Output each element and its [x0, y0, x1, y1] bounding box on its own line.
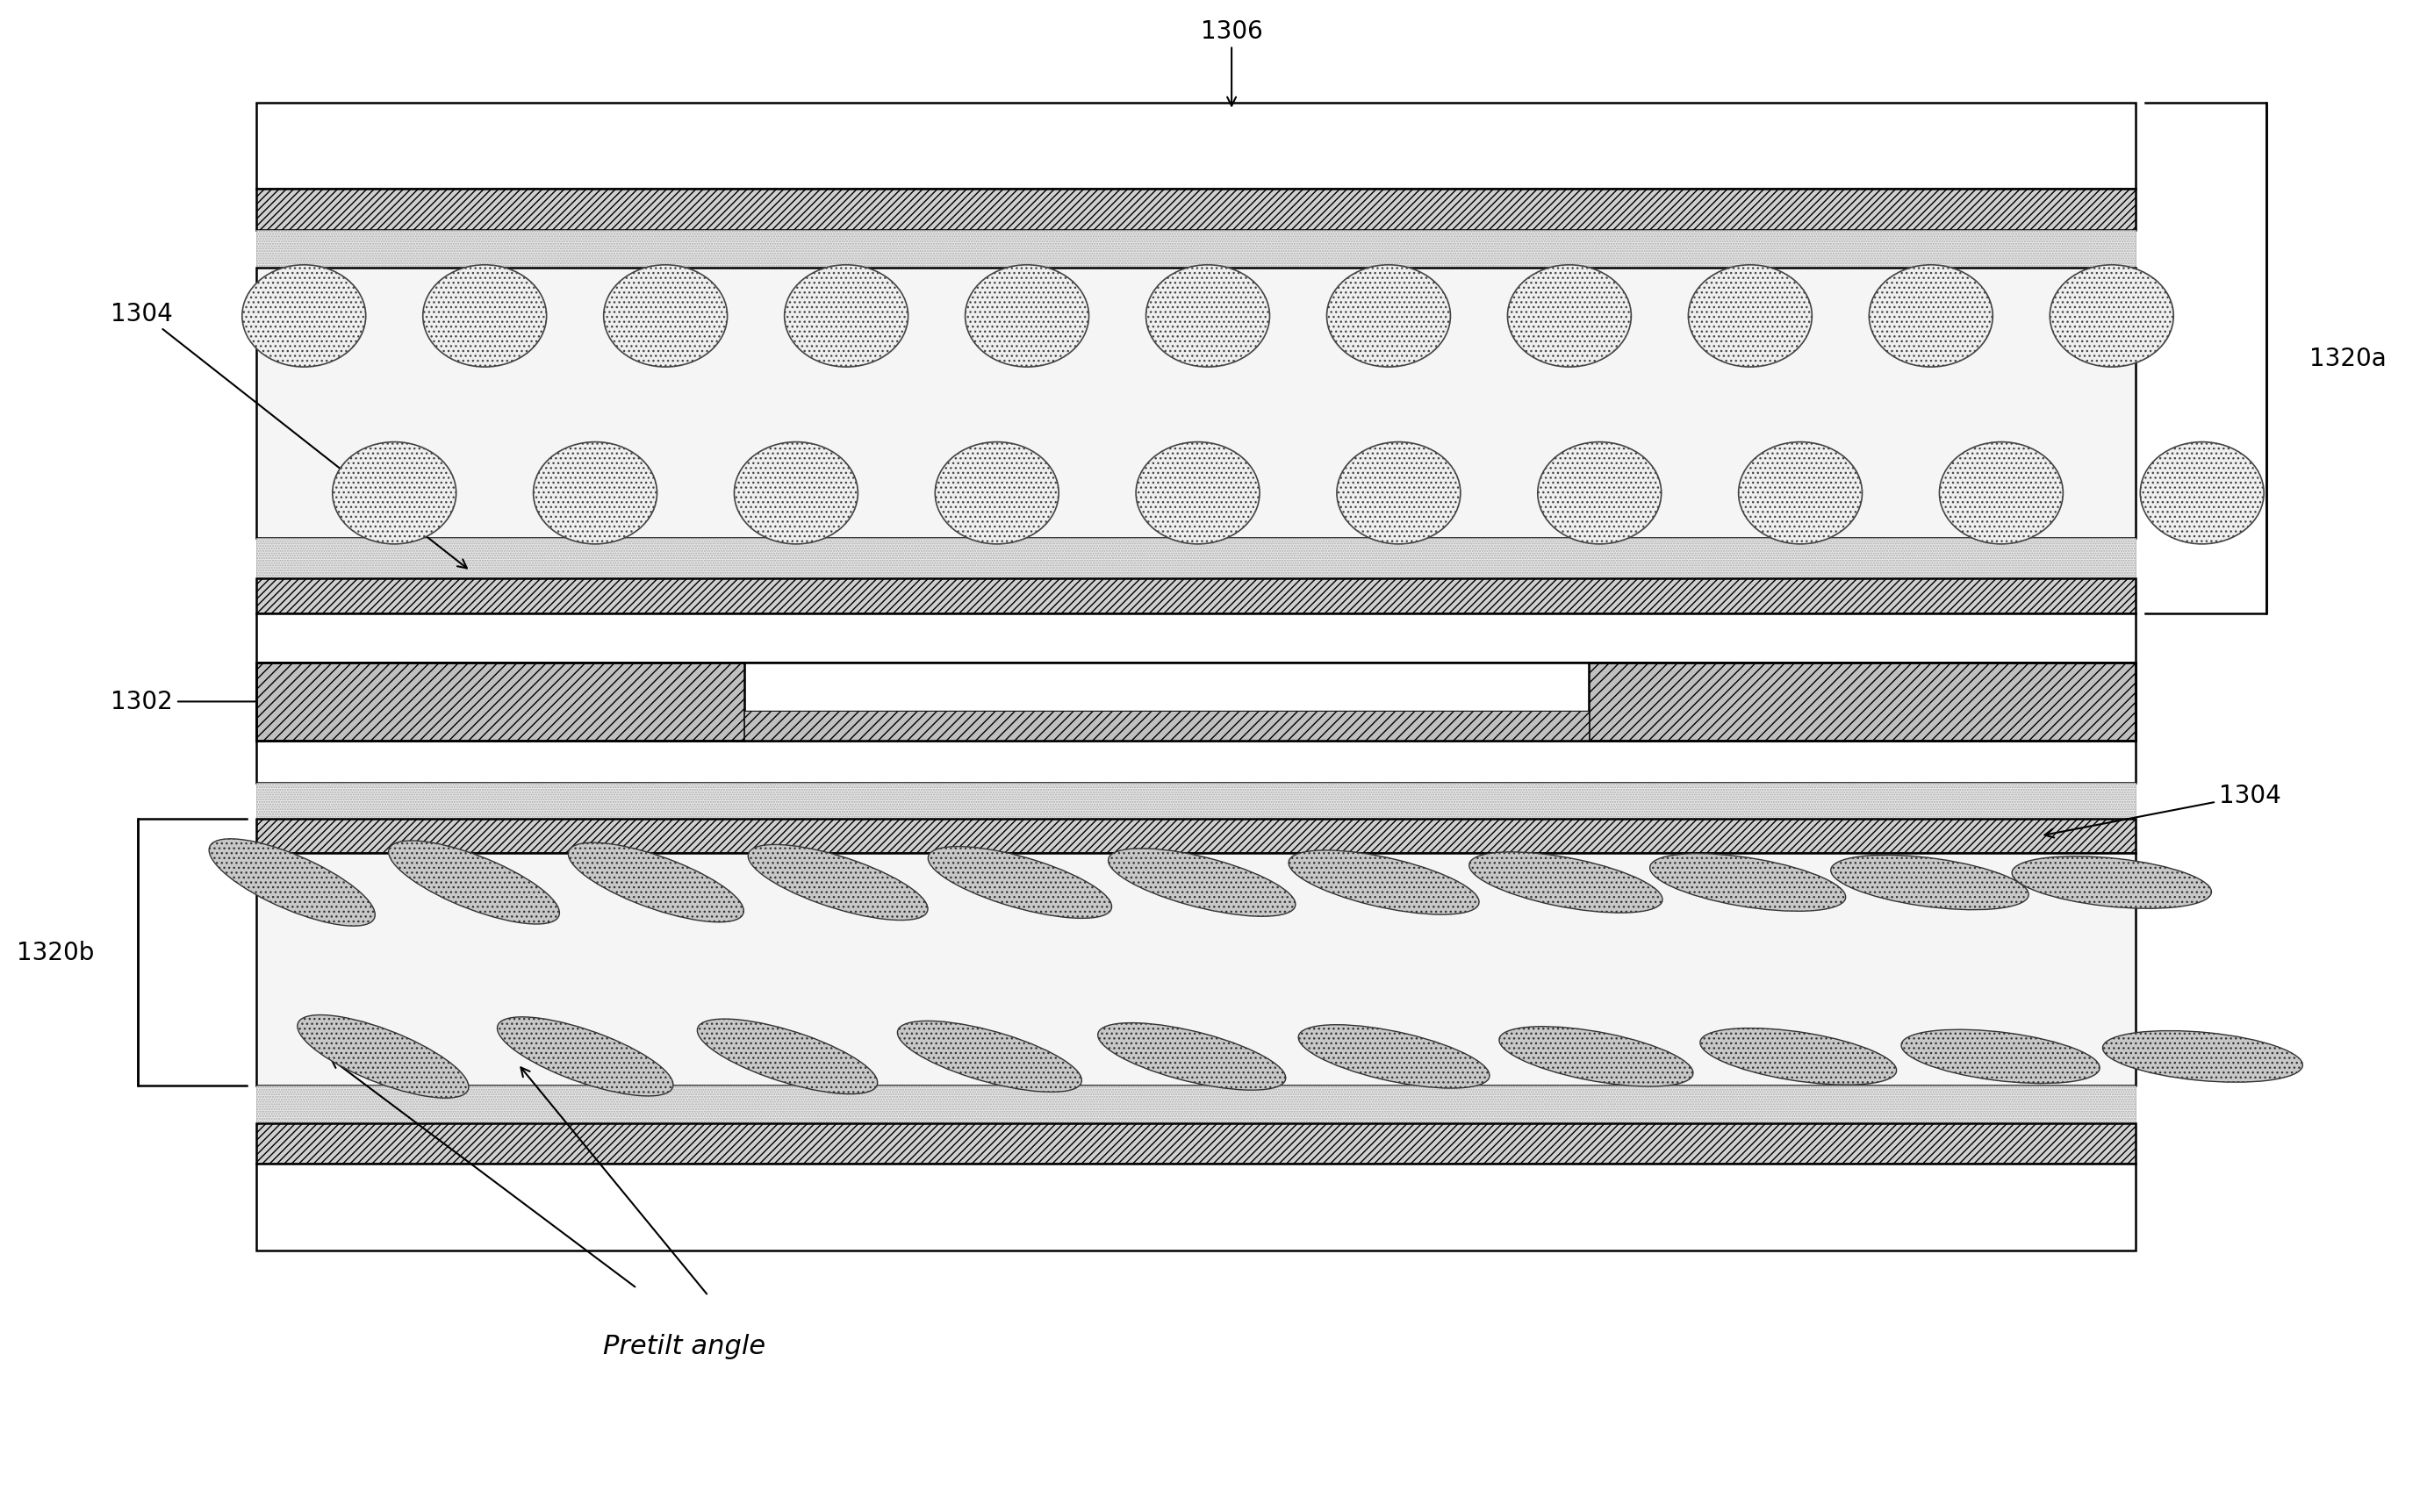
Ellipse shape: [2051, 266, 2175, 367]
Bar: [745, 662, 1587, 711]
Text: 1320b: 1320b: [17, 940, 95, 965]
Ellipse shape: [1328, 266, 1451, 367]
Ellipse shape: [1939, 443, 2063, 544]
Ellipse shape: [1468, 853, 1662, 913]
Bar: [257, 1086, 2136, 1123]
Ellipse shape: [498, 1018, 672, 1096]
Ellipse shape: [243, 266, 366, 367]
Ellipse shape: [2141, 443, 2264, 544]
Ellipse shape: [735, 443, 857, 544]
Ellipse shape: [388, 841, 561, 924]
Ellipse shape: [1869, 266, 1993, 367]
Ellipse shape: [1500, 1027, 1694, 1087]
Text: 1302: 1302: [112, 689, 347, 714]
Bar: [257, 783, 2136, 820]
Ellipse shape: [966, 266, 1090, 367]
Ellipse shape: [1507, 266, 1631, 367]
Bar: [257, 579, 2136, 614]
Ellipse shape: [1337, 443, 1461, 544]
Bar: [257, 538, 2136, 579]
Bar: [745, 711, 1587, 741]
Bar: [257, 269, 2136, 538]
Ellipse shape: [2102, 1031, 2303, 1083]
Bar: [257, 1164, 2136, 1250]
Bar: [257, 189, 2136, 231]
Ellipse shape: [604, 266, 728, 367]
Bar: [257, 741, 2136, 783]
Text: 1306: 1306: [1201, 20, 1262, 107]
Ellipse shape: [1689, 266, 1813, 367]
Text: 1304: 1304: [112, 301, 466, 569]
Text: Pretilt angle: Pretilt angle: [604, 1334, 767, 1359]
Ellipse shape: [209, 839, 376, 927]
Ellipse shape: [1109, 848, 1296, 916]
Ellipse shape: [1289, 851, 1478, 915]
Bar: [257, 662, 2136, 741]
Ellipse shape: [1097, 1024, 1286, 1090]
Ellipse shape: [898, 1021, 1082, 1092]
Text: 1304: 1304: [2044, 783, 2281, 838]
Ellipse shape: [1136, 443, 1260, 544]
Bar: [257, 614, 2136, 662]
Text: 1320a: 1320a: [2308, 346, 2386, 370]
Ellipse shape: [422, 266, 546, 367]
Ellipse shape: [1900, 1030, 2099, 1084]
Bar: [257, 853, 2136, 1086]
Bar: [1587, 662, 2136, 741]
Ellipse shape: [1830, 856, 2029, 910]
Ellipse shape: [784, 266, 908, 367]
Bar: [257, 231, 2136, 269]
Bar: [257, 104, 2136, 189]
Bar: [257, 820, 2136, 853]
Ellipse shape: [299, 1015, 468, 1098]
Ellipse shape: [1650, 854, 1845, 912]
Ellipse shape: [2012, 857, 2211, 909]
Ellipse shape: [1146, 266, 1269, 367]
Bar: [257, 662, 2136, 741]
Ellipse shape: [1738, 443, 1862, 544]
Ellipse shape: [332, 443, 456, 544]
Bar: [257, 1123, 2136, 1164]
Ellipse shape: [697, 1019, 879, 1095]
Ellipse shape: [1699, 1028, 1895, 1086]
Ellipse shape: [1298, 1025, 1490, 1089]
Ellipse shape: [534, 443, 658, 544]
Ellipse shape: [927, 847, 1112, 919]
Ellipse shape: [934, 443, 1058, 544]
Ellipse shape: [748, 845, 927, 921]
Ellipse shape: [1539, 443, 1662, 544]
Ellipse shape: [568, 844, 743, 922]
Bar: [257, 662, 745, 741]
